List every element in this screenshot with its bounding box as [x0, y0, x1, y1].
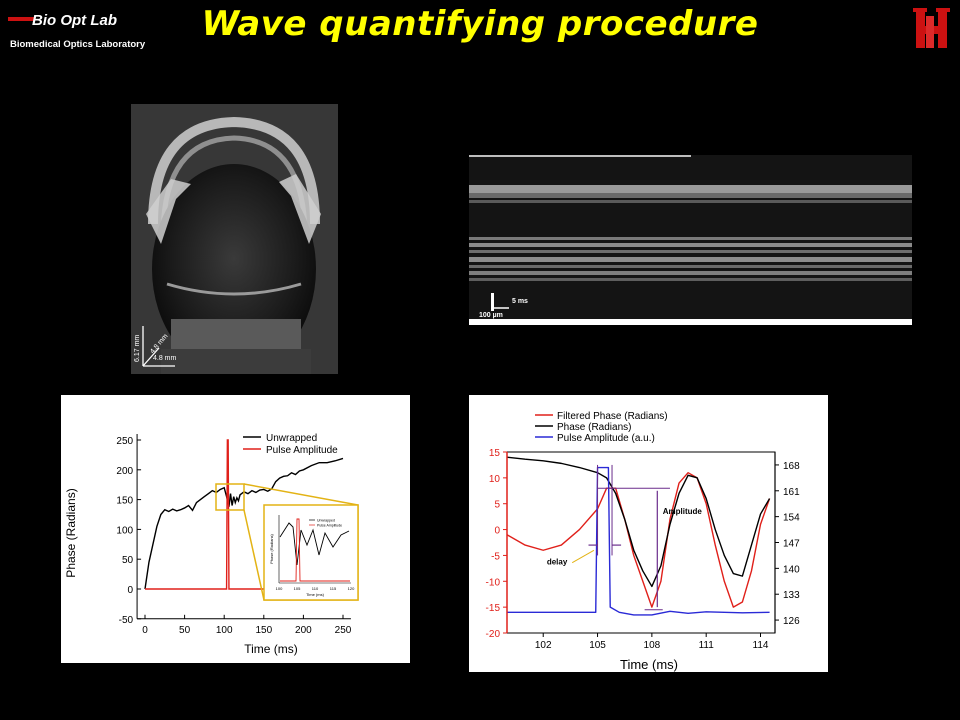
inset-y-label: Phase (Radians) [269, 533, 274, 563]
tissue-band [469, 250, 912, 253]
y-tick-label: 10 [489, 474, 501, 485]
legend-label: Pulse Amplitude [266, 445, 338, 456]
series-line-unwrapped [144, 457, 344, 590]
y2-tick-label: 168 [783, 461, 800, 472]
x-tick-label: 100 [216, 625, 233, 636]
inset-x-tick-label: 100 [276, 586, 283, 591]
bio-opt-lab-logo: Bio Opt Lab Biomedical Optics Laboratory [8, 12, 146, 50]
time-scale-label: 5 ms [512, 298, 528, 305]
x-tick-label: 108 [644, 640, 661, 651]
y-axis-label: Phase (Radians) [64, 488, 78, 577]
amplitude-label: Amplitude [663, 507, 703, 516]
y2-tick-label: 147 [783, 539, 800, 550]
inset-unwrapped-line [279, 522, 350, 566]
scale-label-depth: 6.17 mm [134, 335, 141, 362]
y-tick-label: 250 [116, 436, 133, 447]
uh-logo [913, 8, 950, 48]
legend-label: Pulse Amplitude (a.u.) [557, 433, 655, 444]
delay-label: delay [547, 558, 568, 567]
tissue-band [469, 271, 912, 275]
y-tick-label: -15 [486, 603, 501, 614]
tissue-band [469, 200, 912, 203]
unwrapped-phase-chart: -50 0 50 100 150 200 250 0 50 100 150 200 250 Time (… [61, 395, 410, 663]
y-tick-label: 100 [116, 525, 133, 536]
y2-tick-label: 126 [783, 616, 800, 627]
delay-pointer [571, 549, 595, 564]
tissue-band [469, 265, 912, 268]
x-tick-label: 50 [179, 625, 191, 636]
y-tick-label: 50 [122, 555, 134, 566]
mmode-oct-image: 5 ms 100 µm [469, 155, 912, 325]
legend-label: Phase (Radians) [557, 422, 631, 433]
y-tick-label: -20 [486, 629, 501, 640]
series-line-pulse-amplitude-a-u- [507, 466, 770, 616]
tissue-band [469, 257, 912, 262]
logo-tagline: Biomedical Optics Laboratory [10, 39, 146, 50]
y2-tick-label: 161 [783, 487, 800, 498]
x-tick-label: 114 [753, 640, 769, 651]
x-tick-label: 105 [589, 640, 606, 651]
x-tick-label: 0 [142, 625, 148, 636]
filtered-phase-chart: -20 -15 -10 -5 0 5 10 15 126 133 140 147 154 161 168 10… [469, 395, 828, 672]
tissue-band [469, 243, 912, 247]
series-line-phase-radians- [506, 456, 771, 588]
legend: Filtered Phase (Radians)Phase (Radians)P… [535, 411, 668, 444]
legend-label: Filtered Phase (Radians) [557, 411, 668, 422]
x-tick-label: 102 [535, 640, 552, 651]
y-tick-label: 150 [116, 496, 133, 507]
inset-legend-label: Pulse Amplitude [317, 524, 342, 528]
zoom-box [215, 483, 245, 511]
x-tick-label: 111 [699, 640, 715, 651]
x-tick-label: 150 [255, 625, 272, 636]
tissue-band [469, 193, 912, 198]
inset-x-tick-label: 110 [312, 586, 319, 591]
logo-name: Bio Opt Lab [32, 12, 117, 29]
inset-chart: 100 105 110 115 120 Time (ms) Phase (Radians) U… [269, 515, 355, 597]
x-tick-label: 250 [335, 625, 352, 636]
scale-label-width: 4.8 mm [153, 355, 177, 362]
legend-label: Unwrapped [266, 433, 317, 444]
inset-frame [263, 504, 359, 601]
y-tick-label: -50 [119, 615, 134, 626]
y-tick-label: 5 [494, 500, 500, 511]
depth-scale-label: 100 µm [479, 312, 503, 319]
inset-legend-label: Unwrapped [317, 519, 335, 523]
x-axis-label: Time (ms) [244, 642, 298, 656]
series-line-pulse-amplitude [145, 439, 343, 590]
y2-tick-label: 140 [783, 564, 800, 575]
y2-tick-label: 133 [783, 590, 800, 601]
series-line-filtered-phase-radians- [506, 471, 771, 608]
y-tick-label: -10 [486, 577, 501, 588]
tissue-band [469, 185, 912, 193]
scale-bar-vertical [491, 293, 494, 311]
x-tick-label: 200 [295, 625, 312, 636]
inset-x-label: Time (ms) [306, 592, 325, 597]
y-tick-label: 0 [494, 526, 500, 537]
y-tick-label: 0 [128, 585, 134, 596]
page-title: Wave quantifying procedure [201, 4, 759, 44]
inset-x-tick-label: 115 [330, 586, 337, 591]
tissue-band [469, 237, 912, 240]
tissue-band [469, 278, 912, 281]
eye-oct-image: 6.17 mm 4.8 mm 4.8 mm [131, 104, 338, 374]
y2-tick-label: 154 [783, 513, 800, 524]
x-axis-label: Time (ms) [620, 657, 678, 672]
y-tick-label: 200 [116, 466, 133, 477]
inset-pulse-line [280, 518, 350, 582]
inset-x-tick-label: 120 [348, 586, 355, 591]
inset-x-tick-label: 105 [294, 586, 301, 591]
y-tick-label: 15 [489, 448, 501, 459]
y-tick-label: -5 [491, 551, 500, 562]
